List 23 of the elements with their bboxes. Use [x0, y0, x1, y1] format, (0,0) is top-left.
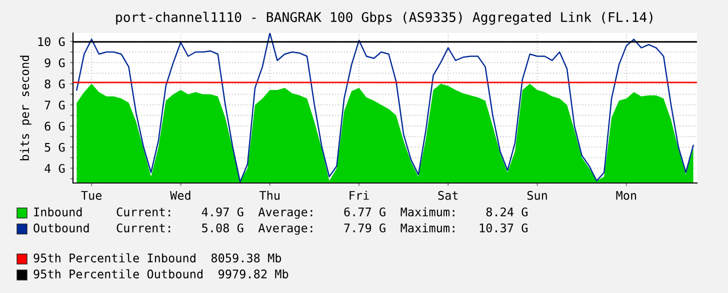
- legend-label: Inbound: [34, 207, 82, 216]
- y-axis-title: bits per second: [20, 56, 32, 160]
- legend-label: 95th Percentile Outbound 9979.82 Mb: [34, 269, 288, 278]
- text: Current: 4.97 G Average: 6.77 G Maximum: 8.24 G: [116, 207, 528, 219]
- chart-title: port-channel1110 - BANGRAK 100 Gbps (AS9335) Aggregated Link (FL.14): [116, 12, 652, 25]
- x-tick-label: Sun: [527, 190, 547, 200]
- x-tick-label: Wed: [170, 190, 190, 200]
- y-tick-label: 10 G: [38, 37, 65, 46]
- x-tick-label: Tue: [81, 191, 102, 200]
- x-tick-label: Sat: [438, 190, 458, 200]
- y-tick-label: 4 G: [44, 164, 65, 173]
- x-tick-label: Thu: [259, 190, 280, 200]
- x-tick-label: Fri: [350, 190, 369, 200]
- y-tick-label: 9 G: [44, 58, 65, 68]
- y-tick-label: 6 G: [44, 122, 65, 131]
- line-series: [76, 33, 694, 183]
- text: Current: 5.08 G Average: 7.79 G Maximum: 10.37 G: [116, 223, 528, 235]
- y-tick-label: 8 G: [44, 79, 65, 88]
- y-tick-label: 5 G: [44, 142, 65, 152]
- x-tick-label: Mon: [616, 191, 636, 200]
- legend-label: Outbound: [34, 223, 89, 232]
- legend-label: 95th Percentile Inbound 8059.38 Mb: [34, 253, 282, 262]
- y-tick-label: 7 G: [44, 100, 65, 110]
